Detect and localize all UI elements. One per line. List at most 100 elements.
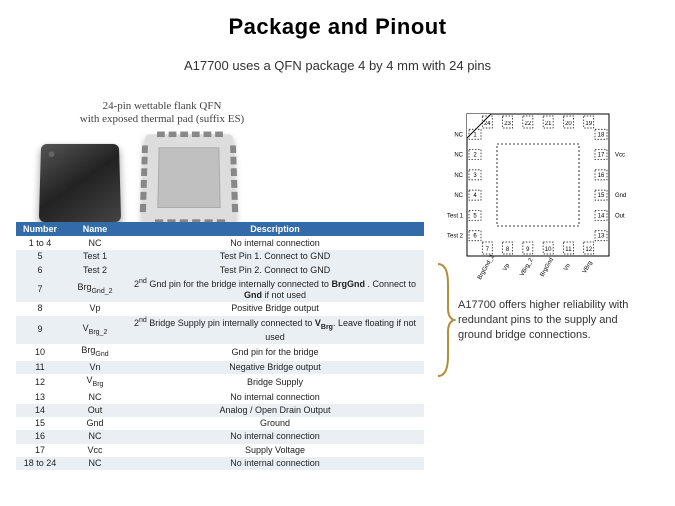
col-description: Description — [126, 222, 424, 237]
cell-desc: 2nd Gnd pin for the bridge internally co… — [126, 277, 424, 303]
table-row: 13NCNo internal connection — [16, 391, 424, 404]
cell-desc: Test Pin 2. Connect to GND — [126, 264, 424, 277]
table-row: 16NCNo internal connection — [16, 430, 424, 443]
callout-brace-icon — [432, 260, 456, 385]
svg-text:13: 13 — [598, 234, 605, 240]
cell-name: NC — [64, 391, 126, 404]
package-images — [40, 132, 234, 222]
svg-text:3: 3 — [473, 173, 477, 179]
cell-desc: Analog / Open Drain Output — [126, 404, 424, 417]
svg-text:6: 6 — [473, 234, 477, 240]
svg-text:23: 23 — [504, 121, 511, 127]
table-row: 9VBrg_22nd Bridge Supply pin internally … — [16, 316, 424, 345]
svg-text:15: 15 — [598, 193, 605, 199]
svg-text:24: 24 — [484, 121, 491, 127]
svg-text:4: 4 — [473, 193, 477, 199]
cell-desc: 2nd Bridge Supply pin internally connect… — [126, 316, 424, 345]
table-header-row: Number Name Description — [16, 222, 424, 237]
svg-text:17: 17 — [598, 153, 605, 159]
svg-text:Out: Out — [615, 213, 625, 219]
cell-number: 10 — [16, 344, 64, 361]
table-row: 5Test 1Test Pin 1. Connect to GND — [16, 250, 424, 263]
svg-text:VBrg: VBrg — [582, 260, 594, 275]
col-number: Number — [16, 222, 64, 237]
cell-number: 18 to 24 — [16, 457, 64, 470]
chip-light-icon — [144, 132, 234, 222]
cell-desc: No internal connection — [126, 457, 424, 470]
svg-text:5: 5 — [473, 213, 477, 219]
svg-text:8: 8 — [506, 247, 510, 253]
cell-desc: Gnd pin for the bridge — [126, 344, 424, 361]
table-row: 8VpPositive Bridge output — [16, 302, 424, 315]
svg-text:Test 2: Test 2 — [447, 234, 464, 240]
page-subtitle: A17700 uses a QFN package 4 by 4 mm with… — [0, 58, 675, 73]
table-row: 14OutAnalog / Open Drain Output — [16, 404, 424, 417]
svg-text:10: 10 — [545, 247, 552, 253]
cell-desc: No internal connection — [126, 430, 424, 443]
svg-text:Vp: Vp — [502, 262, 511, 272]
pinout-diagram: 1NC2NC3NC4NC5Test 16Test 27BrgGnd_28Vp9V… — [441, 96, 649, 284]
svg-text:2: 2 — [473, 153, 477, 159]
cell-name: BrgGnd — [64, 344, 126, 361]
svg-text:1: 1 — [473, 132, 477, 138]
svg-text:NC: NC — [454, 173, 463, 179]
table-row: 17VccSupply Voltage — [16, 444, 424, 457]
table-row: 18 to 24NCNo internal connection — [16, 457, 424, 470]
cell-name: VBrg — [64, 374, 126, 391]
cell-number: 9 — [16, 316, 64, 345]
cell-number: 1 to 4 — [16, 237, 64, 251]
svg-text:VBrg_2: VBrg_2 — [519, 257, 535, 278]
cell-name: VBrg_2 — [64, 316, 126, 345]
cell-name: Vn — [64, 361, 126, 374]
cell-name: Out — [64, 404, 126, 417]
cell-name: NC — [64, 457, 126, 470]
svg-text:7: 7 — [486, 247, 490, 253]
svg-text:11: 11 — [565, 247, 572, 253]
svg-text:BrgGnd_2: BrgGnd_2 — [477, 254, 496, 281]
cell-name: Test 1 — [64, 250, 126, 263]
cell-name: Vcc — [64, 444, 126, 457]
pin-table: Number Name Description 1 to 4NCNo inter… — [16, 222, 424, 470]
svg-text:14: 14 — [598, 213, 605, 219]
cell-number: 12 — [16, 374, 64, 391]
cell-name: BrgGnd_2 — [64, 277, 126, 303]
svg-text:12: 12 — [585, 247, 592, 253]
chip-dark-icon — [40, 142, 120, 222]
svg-text:Vcc: Vcc — [615, 153, 625, 159]
cell-name: Gnd — [64, 417, 126, 430]
cell-number: 13 — [16, 391, 64, 404]
cell-name: NC — [64, 430, 126, 443]
table-row: 12VBrgBridge Supply — [16, 374, 424, 391]
table-row: 15GndGround — [16, 417, 424, 430]
cell-desc: No internal connection — [126, 237, 424, 251]
callout-text: A17700 offers higher reliability with re… — [458, 298, 642, 343]
cell-desc: No internal connection — [126, 391, 424, 404]
cell-number: 15 — [16, 417, 64, 430]
page-title: Package and Pinout — [0, 0, 675, 40]
cell-name: Test 2 — [64, 264, 126, 277]
svg-text:19: 19 — [585, 121, 592, 127]
table-row: 6Test 2Test Pin 2. Connect to GND — [16, 264, 424, 277]
cell-desc: Ground — [126, 417, 424, 430]
cell-number: 5 — [16, 250, 64, 263]
package-label: 24-pin wettable flank QFN with exposed t… — [52, 100, 272, 126]
pkg-label-line2: with exposed thermal pad (suffix ES) — [52, 113, 272, 126]
svg-text:Gnd: Gnd — [615, 193, 626, 199]
cell-number: 7 — [16, 277, 64, 303]
svg-text:Vn: Vn — [563, 263, 572, 272]
cell-desc: Positive Bridge output — [126, 302, 424, 315]
cell-number: 16 — [16, 430, 64, 443]
table-row: 10BrgGndGnd pin for the bridge — [16, 344, 424, 361]
svg-text:BrgGnd: BrgGnd — [540, 257, 556, 278]
table-row: 1 to 4NCNo internal connection — [16, 237, 424, 251]
svg-text:NC: NC — [454, 193, 463, 199]
cell-number: 6 — [16, 264, 64, 277]
cell-name: Vp — [64, 302, 126, 315]
cell-desc: Test Pin 1. Connect to GND — [126, 250, 424, 263]
table-row: 11VnNegative Bridge output — [16, 361, 424, 374]
pkg-label-line1: 24-pin wettable flank QFN — [52, 100, 272, 113]
svg-text:20: 20 — [565, 121, 572, 127]
table-row: 7BrgGnd_22nd Gnd pin for the bridge inte… — [16, 277, 424, 303]
cell-number: 8 — [16, 302, 64, 315]
cell-number: 11 — [16, 361, 64, 374]
